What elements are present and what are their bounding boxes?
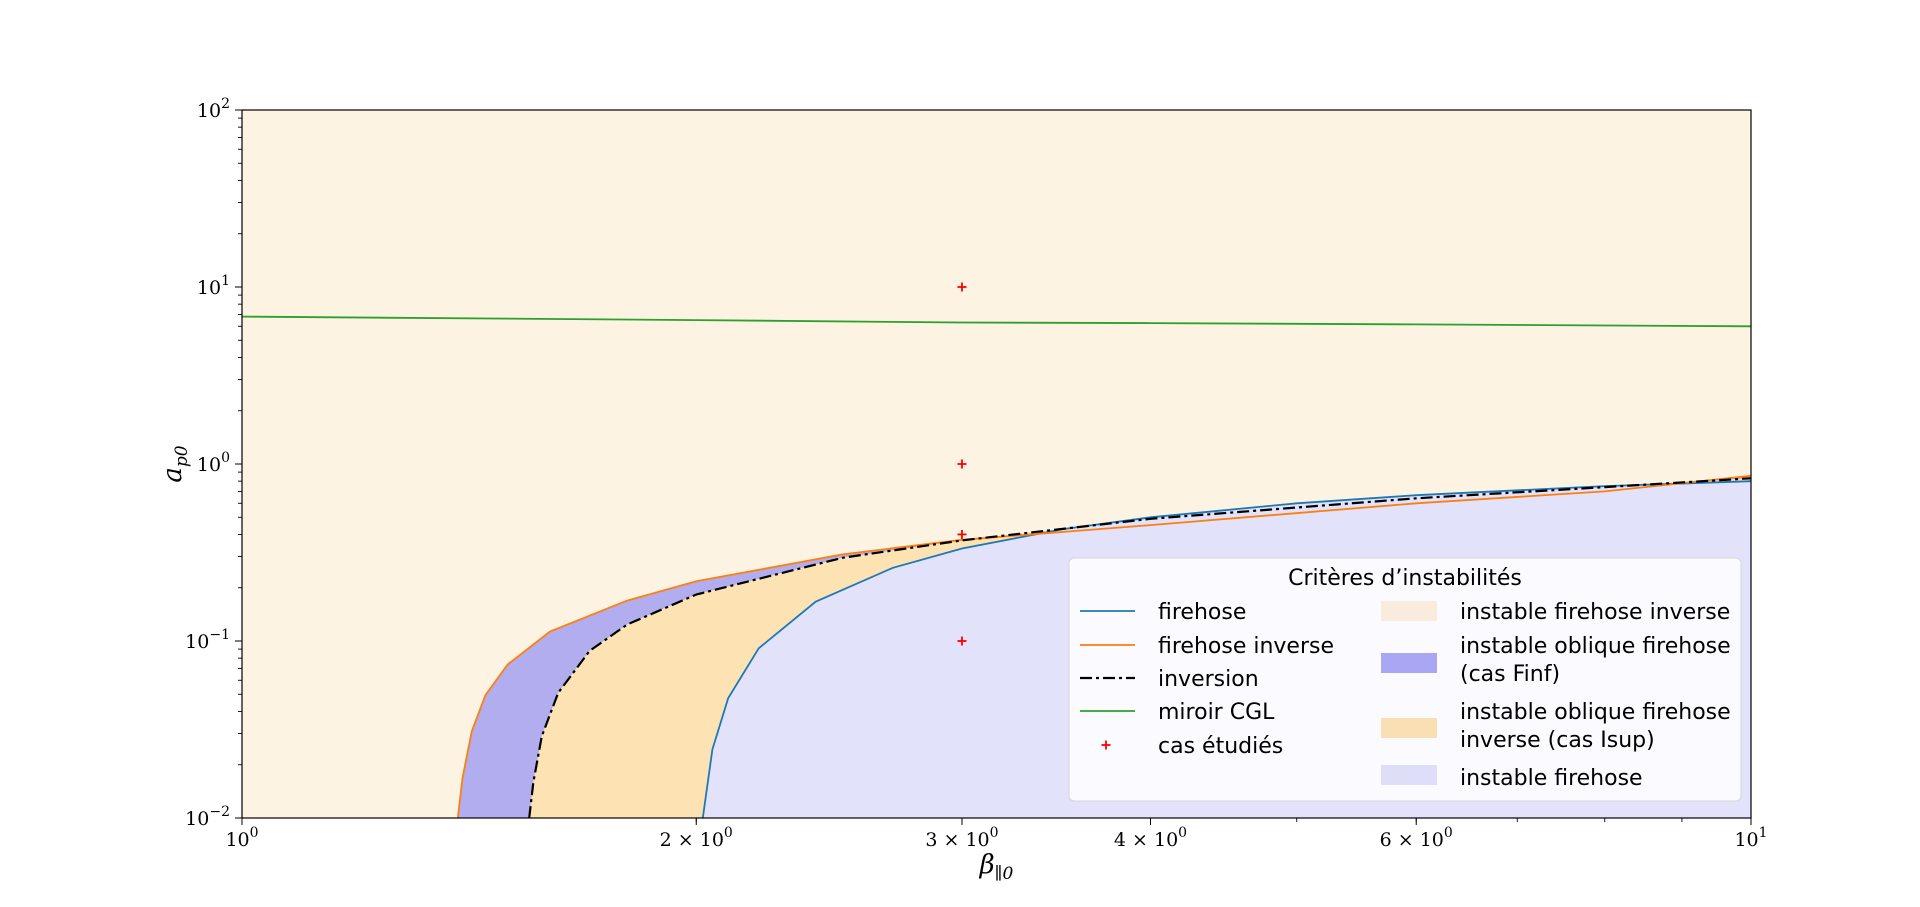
legend-region-2: instable oblique firehose (cas Finf)	[1381, 634, 1731, 687]
x-tick-label: 2 × 100	[660, 825, 733, 851]
legend-patch	[1381, 765, 1437, 785]
labels-layer: β∥0 ap0	[158, 445, 1014, 884]
legend-box	[1068, 557, 1742, 802]
lines-layer	[242, 315, 1751, 818]
y-axis-label: ap0	[158, 445, 192, 482]
ticks-layer: 10−2 10−1 100 101 102 100 2 × 100 3 × 100 4 × 10…	[185, 96, 1767, 851]
legend-region-4: instable firehose	[1381, 765, 1643, 791]
legend-label: (cas Finf)	[1460, 662, 1560, 687]
y-tick-label: 101	[197, 273, 230, 299]
legend-entry-cas-étudiés: cas étudiés	[1101, 734, 1283, 759]
legend-label: firehose	[1158, 600, 1246, 625]
legend-entry-firehose-inverse: firehose inverse	[1080, 634, 1334, 659]
legend-entry-inversion: inversion	[1080, 667, 1259, 692]
x-tick-label: 101	[1734, 825, 1767, 851]
y-tick-label: 10−2	[185, 804, 230, 830]
legend-title: Critères d’instabilités	[1288, 566, 1522, 591]
legend-label: miroir CGL	[1158, 700, 1275, 725]
legend-patch	[1381, 718, 1437, 738]
series-line-firehose	[701, 480, 1751, 818]
marker-cas-etudies-2	[957, 459, 967, 469]
marker-cas-etudies-4	[957, 636, 967, 646]
marker-cas-etudies-1	[957, 282, 967, 292]
y-tick-label: 102	[197, 96, 230, 122]
y-tick-label: 10−1	[185, 627, 230, 653]
legend-label: instable firehose inverse	[1460, 600, 1730, 625]
x-tick-label: 4 × 100	[1114, 825, 1187, 851]
x-tick-label: 100	[225, 825, 258, 851]
legend-patch	[1381, 653, 1437, 673]
legend-label: instable oblique firehose	[1460, 700, 1731, 725]
legend-label: firehose inverse	[1158, 634, 1334, 659]
legend: Critères d’instabilités firehose firehose …	[1068, 557, 1742, 802]
legend-label: inversion	[1158, 667, 1259, 692]
legend-label: instable oblique firehose	[1460, 634, 1731, 659]
x-axis-label: β∥0	[979, 850, 1014, 884]
series-line-inversion	[528, 477, 1751, 818]
legend-patch	[1381, 601, 1437, 621]
markers-layer	[957, 282, 967, 646]
legend-entry-firehose: firehose	[1080, 600, 1246, 625]
legend-label: cas étudiés	[1158, 734, 1283, 759]
x-tick-label: 3 × 100	[925, 825, 998, 851]
series-line-miroir-cgl	[242, 315, 1751, 328]
series-line-firehose-inverse	[456, 474, 1751, 818]
legend-region-3: instable oblique firehose inverse (cas Is…	[1381, 700, 1731, 753]
region-oblique-firehose-inverse-isup	[529, 478, 1751, 818]
legend-entry-miroir-cgl: miroir CGL	[1080, 700, 1275, 725]
legend-label: instable firehose	[1460, 766, 1643, 791]
legend-label: inverse (cas Isup)	[1460, 728, 1655, 753]
legend-region-1: instable firehose inverse	[1381, 600, 1730, 625]
y-tick-label: 100	[197, 450, 230, 476]
marker-cas-etudies-3	[957, 529, 967, 539]
x-tick-label: 6 × 100	[1380, 825, 1453, 851]
